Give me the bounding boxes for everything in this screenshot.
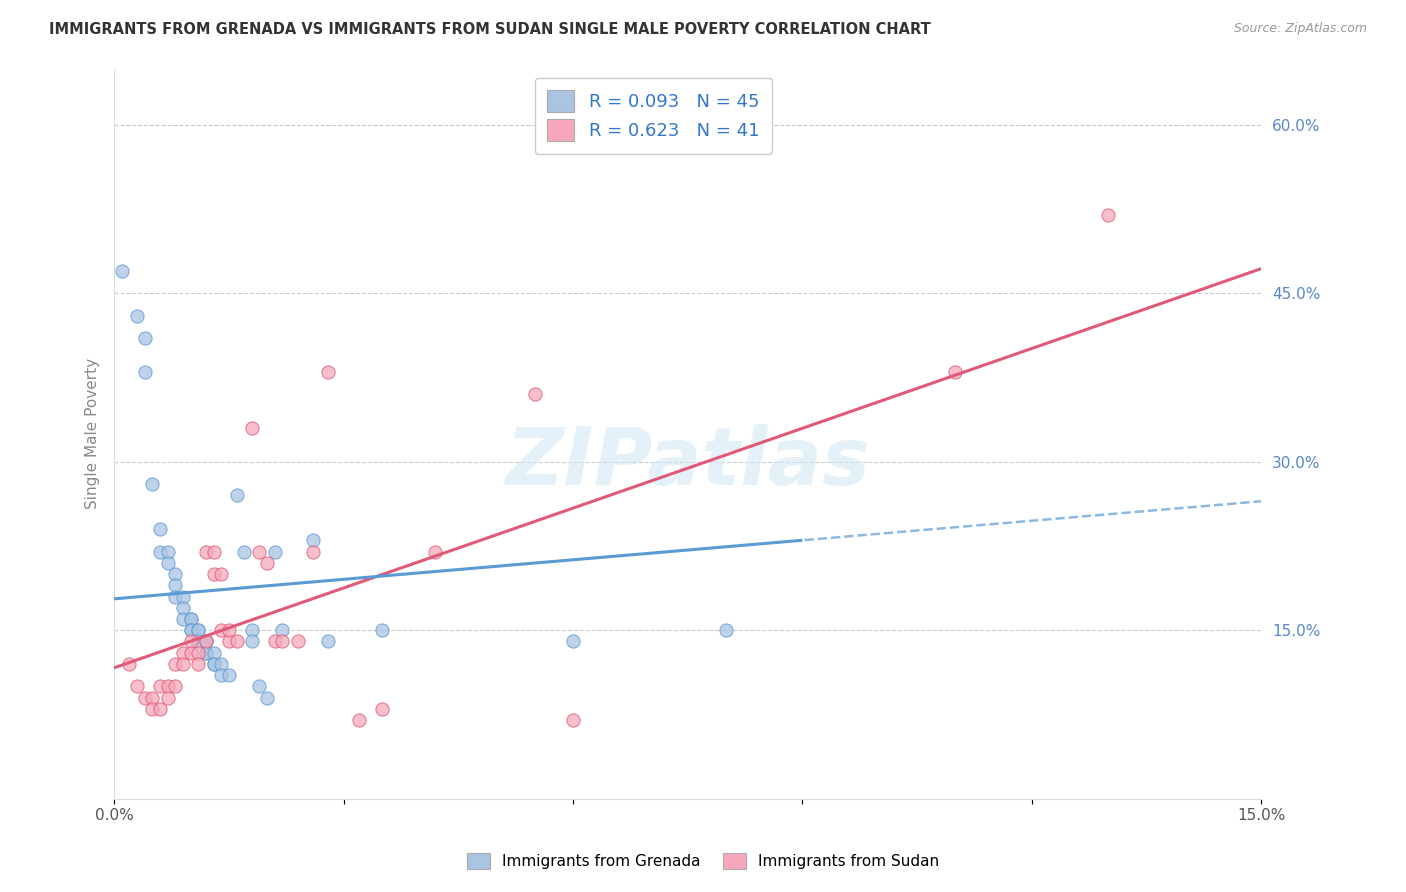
Point <box>187 634 209 648</box>
Point <box>240 634 263 648</box>
Point <box>180 624 202 638</box>
Point <box>194 634 217 648</box>
Point <box>194 544 217 558</box>
Point <box>209 567 232 582</box>
Point <box>180 624 202 638</box>
Point <box>202 646 225 660</box>
Point <box>194 634 217 648</box>
Point <box>141 477 163 491</box>
Point <box>165 590 187 604</box>
Point <box>256 690 278 705</box>
Point <box>172 600 194 615</box>
Point <box>149 702 172 716</box>
Point <box>371 624 394 638</box>
Point <box>218 668 240 682</box>
Point <box>180 612 202 626</box>
Point <box>156 544 179 558</box>
Point <box>202 544 225 558</box>
Point <box>209 657 232 671</box>
Point <box>1097 208 1119 222</box>
Point <box>172 646 194 660</box>
Point <box>287 634 309 648</box>
Point <box>302 544 325 558</box>
Point <box>263 634 285 648</box>
Point <box>165 680 187 694</box>
Text: IMMIGRANTS FROM GRENADA VS IMMIGRANTS FROM SUDAN SINGLE MALE POVERTY CORRELATION: IMMIGRANTS FROM GRENADA VS IMMIGRANTS FR… <box>49 22 931 37</box>
Text: Source: ZipAtlas.com: Source: ZipAtlas.com <box>1233 22 1367 36</box>
Point <box>371 702 394 716</box>
Point <box>180 646 202 660</box>
Point <box>943 365 966 379</box>
Point <box>271 634 294 648</box>
Point <box>523 387 546 401</box>
Point <box>225 634 247 648</box>
Legend: Immigrants from Grenada, Immigrants from Sudan: Immigrants from Grenada, Immigrants from… <box>461 847 945 875</box>
Point <box>263 544 285 558</box>
Point <box>141 702 163 716</box>
Point <box>425 544 447 558</box>
Point <box>118 657 141 671</box>
Point <box>316 365 339 379</box>
Point <box>134 365 156 379</box>
Point <box>187 657 209 671</box>
Point <box>347 713 370 727</box>
Point <box>187 646 209 660</box>
Point <box>180 612 202 626</box>
Point <box>172 590 194 604</box>
Point <box>187 624 209 638</box>
Point <box>202 657 225 671</box>
Point <box>225 488 247 502</box>
Point <box>127 680 149 694</box>
Point <box>165 578 187 592</box>
Point <box>233 544 256 558</box>
Legend: R = 0.093   N = 45, R = 0.623   N = 41: R = 0.093 N = 45, R = 0.623 N = 41 <box>534 78 772 154</box>
Point <box>149 680 172 694</box>
Point <box>249 544 271 558</box>
Point <box>249 680 271 694</box>
Y-axis label: Single Male Poverty: Single Male Poverty <box>86 358 100 509</box>
Text: ZIPatlas: ZIPatlas <box>505 424 870 502</box>
Point <box>209 668 232 682</box>
Point <box>240 624 263 638</box>
Point <box>172 657 194 671</box>
Point <box>180 634 202 648</box>
Point <box>194 646 217 660</box>
Point <box>134 331 156 345</box>
Point <box>202 657 225 671</box>
Point <box>714 624 737 638</box>
Point <box>165 657 187 671</box>
Point <box>271 624 294 638</box>
Point <box>149 522 172 536</box>
Point <box>209 624 232 638</box>
Point <box>165 567 187 582</box>
Point <box>156 690 179 705</box>
Point <box>141 690 163 705</box>
Point <box>127 309 149 323</box>
Point <box>218 634 240 648</box>
Point <box>240 421 263 435</box>
Point <box>156 680 179 694</box>
Point <box>149 544 172 558</box>
Point <box>256 556 278 570</box>
Point <box>172 612 194 626</box>
Point <box>187 624 209 638</box>
Point <box>194 646 217 660</box>
Point <box>111 264 134 278</box>
Point <box>134 690 156 705</box>
Point <box>194 634 217 648</box>
Point <box>302 533 325 548</box>
Point <box>562 713 585 727</box>
Point <box>156 556 179 570</box>
Point <box>202 567 225 582</box>
Point <box>316 634 339 648</box>
Point <box>218 624 240 638</box>
Point <box>562 634 585 648</box>
